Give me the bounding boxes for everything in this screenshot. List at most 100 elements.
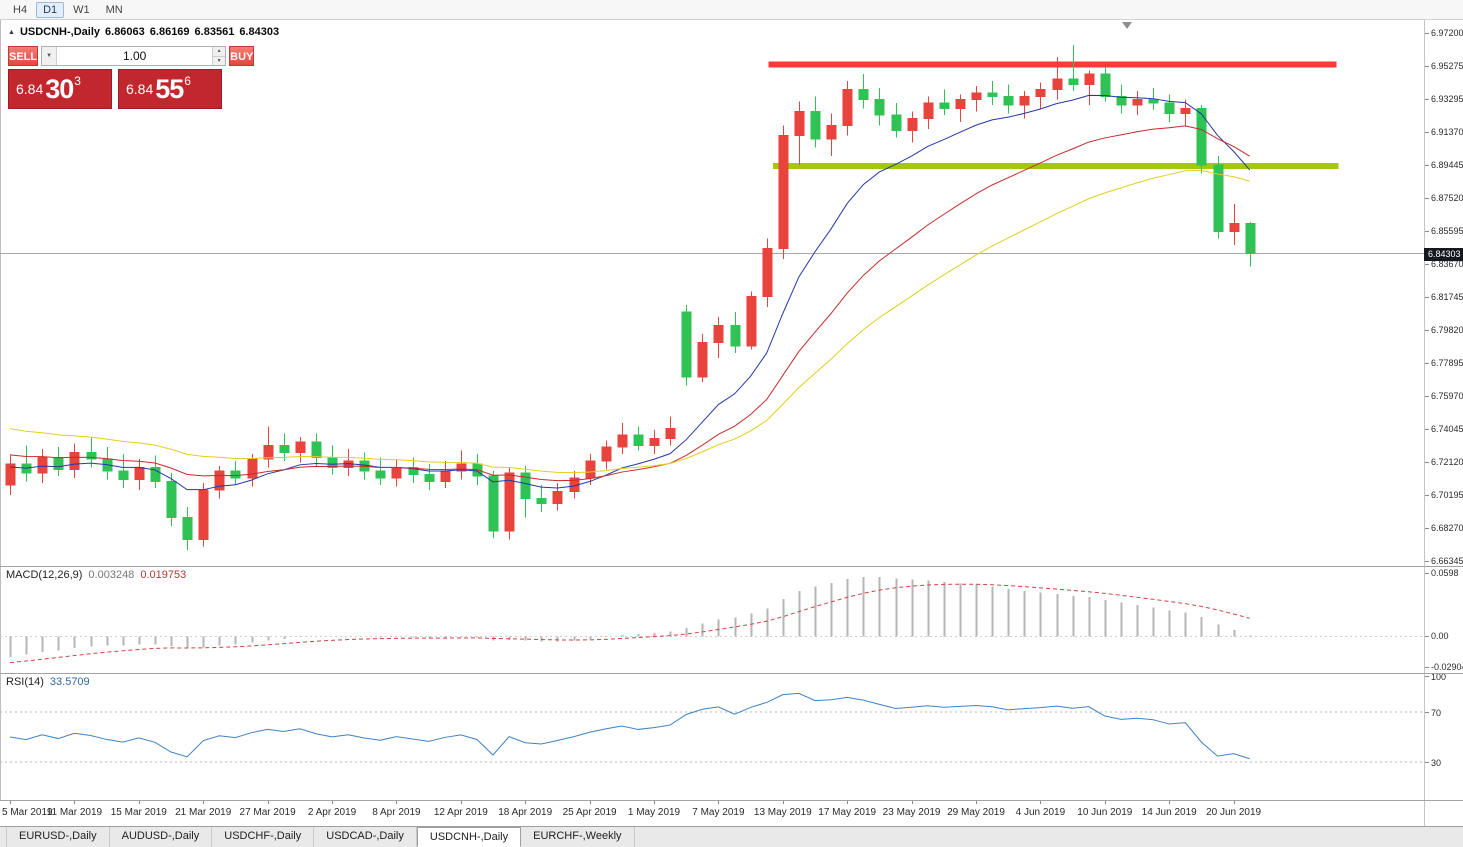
current-price-tag: 6.84303 [1424, 247, 1463, 261]
buy-button[interactable]: BUY [229, 46, 255, 66]
chart-symbol-period: USDCNH-,Daily [19, 26, 101, 38]
price-scale-label: 6.93295 [1431, 94, 1463, 104]
chart-tabs-bar: EURUSD-,Daily AUDUSD-,Daily USDCHF-,Daily U… [0, 826, 1463, 847]
ma-21-line[interactable] [9, 125, 1250, 482]
ma-10-line[interactable] [9, 94, 1251, 491]
time-axis-label: 27 Mar 2019 [239, 807, 296, 818]
time-axis-label: 14 Jun 2019 [1141, 807, 1197, 818]
ma-34-line[interactable] [9, 169, 1250, 474]
macd-scale-label: 0.00 [1431, 631, 1449, 642]
time-axis-label: 1 May 2019 [627, 807, 681, 818]
volume-up-button[interactable]: ▲ [213, 47, 226, 56]
time-axis-label: 12 Apr 2019 [433, 807, 488, 818]
rsi-scale-tick [1425, 762, 1429, 764]
price-scale-label: 6.95275 [1431, 61, 1463, 71]
ohlc-open: 6.86063 [105, 26, 145, 38]
sell-button[interactable]: SELL [8, 46, 39, 66]
resistance-line[interactable] [768, 61, 1337, 68]
bid-price-pips: 30 [45, 73, 74, 104]
macd-scale-label: -0.029049 [1431, 662, 1463, 673]
chart-tab-eurchf[interactable]: EURCHF-,Weekly [521, 827, 635, 847]
volume-dropdown-button[interactable]: ▼ [42, 47, 58, 65]
price-scale-tick [1425, 297, 1429, 298]
time-axis-tick [74, 800, 75, 804]
time-axis-label: 4 Jun 2019 [1015, 807, 1066, 818]
chart-tab-usdcad[interactable]: USDCAD-,Daily [314, 827, 417, 847]
price-scale-label: 6.79820 [1431, 325, 1463, 335]
time-axis-label: 18 Apr 2019 [498, 807, 553, 818]
price-scale-tick [1425, 231, 1429, 232]
time-axis-label: 23 May 2019 [882, 807, 941, 818]
timeframe-button-d1[interactable]: D1 [36, 1, 65, 18]
volume-input[interactable] [57, 47, 213, 65]
price-scale-tick [1425, 462, 1429, 463]
price-scale-label: 6.70195 [1431, 490, 1463, 500]
time-axis-label: 29 May 2019 [947, 807, 1005, 818]
time-axis-label: 2 Apr 2019 [307, 807, 357, 818]
time-axis-tick [1169, 800, 1170, 804]
macd-scale-label: 0.0598 [1431, 568, 1459, 579]
time-axis-label: 21 Mar 2019 [175, 807, 232, 818]
chart-tab-usdcnh[interactable]: USDCNH-,Daily [416, 827, 522, 847]
ohlc-high: 6.86169 [149, 26, 190, 38]
rsi-indicator-label: RSI(14) 33.5709 [6, 676, 90, 688]
price-scale-tick [1425, 264, 1429, 265]
pane-separator-macd[interactable] [0, 566, 1463, 567]
price-scale-label: 6.66345 [1431, 556, 1463, 566]
time-axis-label: 10 Jun 2019 [1077, 807, 1133, 818]
ohlc-close: 6.84303 [239, 26, 280, 38]
chart-shift-marker[interactable] [1122, 22, 1132, 29]
chart-tab-eurusd[interactable]: EURUSD-,Daily [6, 827, 110, 847]
ask-price-display: 6.84 55 6 [118, 69, 222, 109]
price-scale-tick [1425, 99, 1429, 100]
time-axis-label: 8 Apr 2019 [372, 807, 421, 818]
price-scale-label: 6.81745 [1431, 292, 1463, 302]
candles-group [5, 44, 1256, 550]
macd-scale-tick [1425, 573, 1429, 575]
ask-price-pips: 55 [155, 73, 184, 104]
support-line[interactable] [773, 162, 1339, 169]
price-scale[interactable]: 6.97200 6.95275 6.93295 6.91370 6.89445 6.875… [1424, 20, 1463, 826]
time-axis-tick [461, 800, 462, 804]
macd-scale-tick [1425, 636, 1429, 638]
one-click-collapse-icon[interactable]: ▲ [8, 29, 15, 36]
time-axis-tick [912, 800, 913, 804]
price-scale-label: 6.97200 [1431, 28, 1463, 38]
ohlc-low: 6.83561 [194, 26, 235, 38]
time-axis[interactable]: 5 Mar 2019 11 Mar 2019 15 Mar 2019 21 Mar 2… [0, 800, 1424, 826]
time-axis-tick [976, 800, 977, 804]
price-scale-tick [1425, 495, 1429, 496]
time-axis-tick [10, 800, 11, 804]
horizontal-line-objects[interactable] [768, 61, 1339, 169]
price-scale-tick [1425, 165, 1429, 166]
price-scale-label: 6.83670 [1431, 259, 1463, 269]
dropdown-icon: ▼ [46, 53, 53, 59]
time-axis-label: 20 Jun 2019 [1206, 807, 1262, 818]
pane-separator-axis [0, 800, 1463, 801]
timeframe-toolbar: H4 D1 W1 MN [0, 0, 1463, 20]
timeframe-button-mn[interactable]: MN [105, 3, 123, 16]
one-click-trading-panel: SELL ▼ ▲ ▼ BUY 6.84 30 3 6.84 55 [8, 46, 255, 109]
price-scale-label: 6.77895 [1431, 358, 1463, 368]
rsi-scale-tick [1425, 676, 1429, 677]
rsi-name: RSI(14) [6, 676, 44, 688]
time-axis-tick [783, 800, 784, 804]
volume-down-button[interactable]: ▼ [213, 55, 226, 65]
macd-indicator-label: MACD(12,26,9) 0.003248 0.019753 [6, 569, 186, 581]
time-axis-label: 17 May 2019 [818, 807, 877, 818]
timeframe-button-w1[interactable]: W1 [73, 3, 90, 16]
price-scale-label: 6.85595 [1431, 226, 1463, 236]
macd-name: MACD(12,26,9) [6, 569, 83, 581]
macd-signal-line [9, 583, 1250, 664]
chart-tab-usdchf[interactable]: USDCHF-,Daily [212, 827, 315, 847]
timeframe-button-h4[interactable]: H4 [13, 3, 28, 16]
time-axis-tick [654, 800, 655, 804]
chart-tab-audusd[interactable]: AUDUSD-,Daily [110, 827, 213, 847]
rsi-scale-label: 30 [1431, 758, 1442, 769]
time-axis-tick [525, 800, 526, 804]
macd-histogram [9, 577, 1252, 657]
bid-price-display: 6.84 30 3 [8, 69, 112, 109]
pane-separator-rsi[interactable] [0, 673, 1463, 674]
